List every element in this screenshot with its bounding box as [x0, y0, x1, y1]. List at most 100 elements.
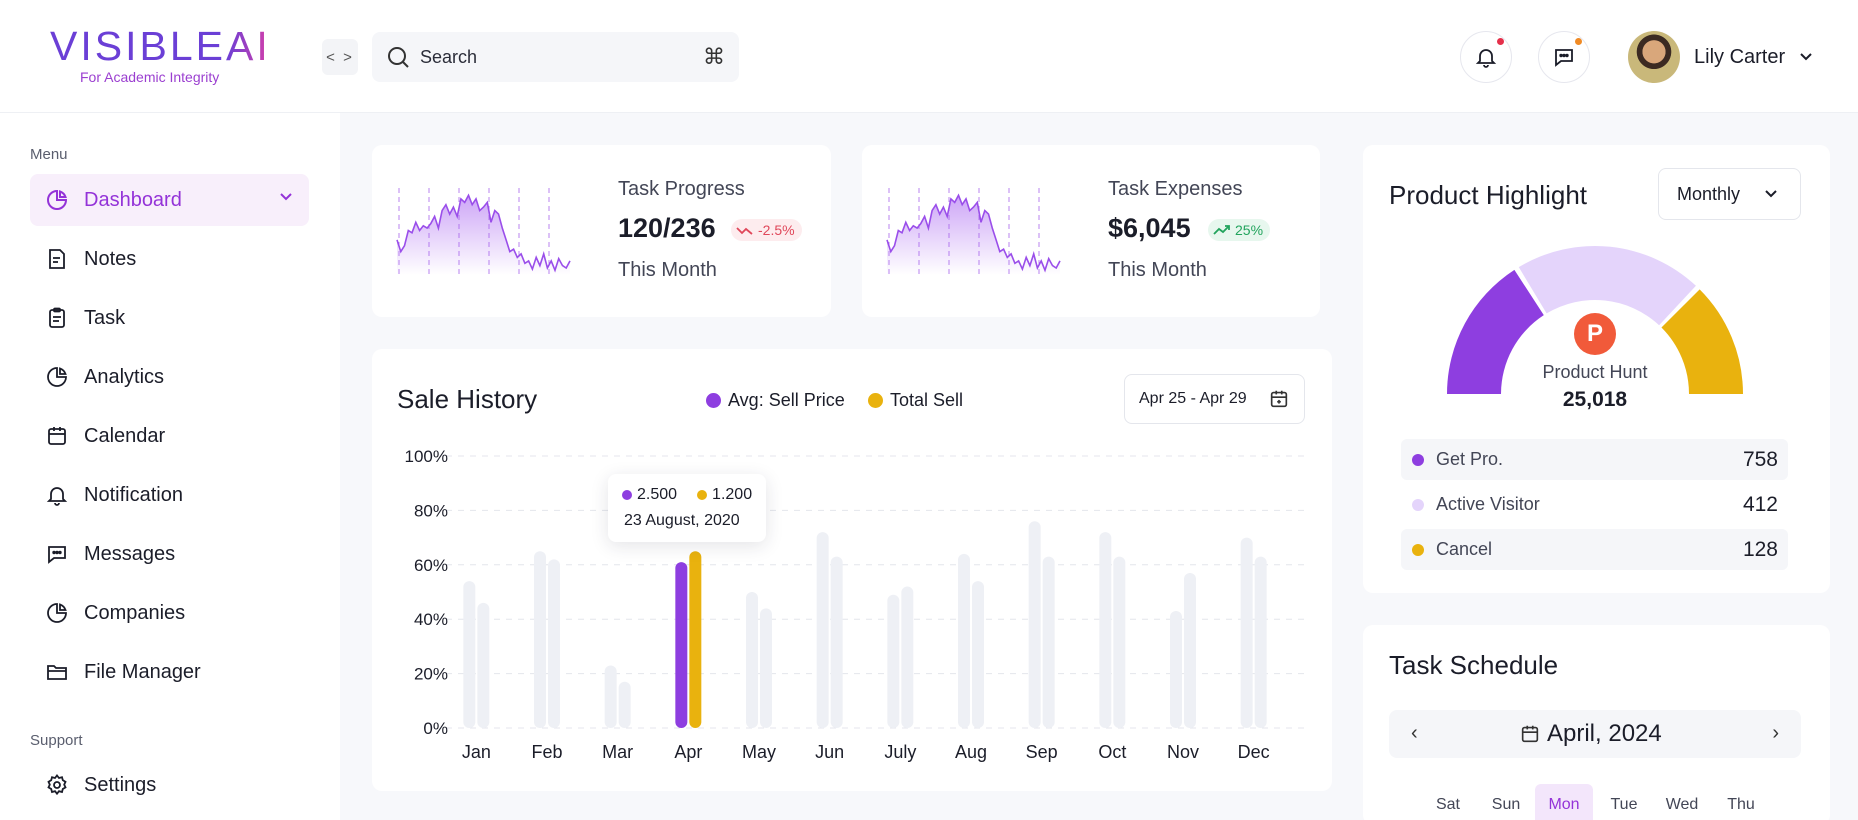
sidebar-item-settings[interactable]: Settings: [30, 759, 309, 811]
task-progress-sparkline: [396, 188, 571, 275]
bar-feb-total: [548, 559, 560, 728]
task-expenses-period: This Month: [1108, 259, 1207, 281]
calendar-icon: [1521, 725, 1539, 743]
task-progress-change-badge: -2.5%: [731, 219, 802, 241]
bar-oct-avg: [1099, 532, 1112, 728]
legend-label: Avg: Sell Price: [728, 390, 845, 410]
day-sun[interactable]: Sun: [1491, 796, 1521, 813]
day-thu[interactable]: Thu: [1727, 796, 1755, 813]
legend-label: Total Sell: [890, 390, 964, 410]
legend-total-sell[interactable]: Total Sell: [868, 390, 963, 411]
sidebar-item-label: Notification: [84, 483, 183, 506]
trend-down-icon: [736, 227, 753, 235]
chat-icon: [44, 541, 70, 567]
sidebar-item-file-manager[interactable]: File Manager: [30, 646, 309, 698]
sidebar-item-notification[interactable]: Notification: [30, 469, 309, 521]
calendar-month-nav: ‹ April, 2024 ›: [1389, 710, 1801, 758]
bar-oct-total: [1113, 556, 1126, 728]
period-select[interactable]: Monthly: [1658, 168, 1801, 220]
bar-nov-total: [1184, 572, 1196, 728]
chevron-down-icon: [280, 193, 292, 201]
gear-icon: [44, 772, 70, 798]
task-expenses-change: 25%: [1235, 222, 1264, 238]
task-progress-period: This Month: [618, 259, 717, 281]
x-tick-label: May: [742, 742, 776, 762]
task-expenses-change-badge: 25%: [1208, 219, 1271, 241]
next-month-button[interactable]: ›: [1772, 722, 1779, 744]
bar-jun-total: [830, 556, 843, 728]
day-wed[interactable]: Wed: [1665, 796, 1699, 813]
user-menu[interactable]: Lily Carter: [1628, 31, 1813, 83]
bar-apr-total: [689, 551, 702, 728]
sidebar: Menu Dashboard Notes Task Analytics Cale…: [0, 113, 340, 820]
y-tick-label: 40%: [414, 610, 448, 629]
highlight-value: 128: [1742, 537, 1778, 561]
tooltip-avg-dot: [622, 490, 632, 500]
brand-logo[interactable]: VISIBLEAI For Academic Integrity: [50, 24, 271, 85]
sidebar-item-notes[interactable]: Notes: [30, 233, 309, 285]
legend-avg-sell-price[interactable]: Avg: Sell Price: [706, 390, 845, 411]
bar-may-total: [760, 608, 772, 728]
logo-tagline: For Academic Integrity: [80, 69, 220, 85]
search-input[interactable]: [420, 32, 670, 82]
pie-chart-icon: [44, 187, 70, 213]
day-sat[interactable]: Sat: [1435, 796, 1460, 813]
sidebar-item-calendar[interactable]: Calendar: [30, 410, 309, 462]
top-header: VISIBLEAI For Academic Integrity < > ⌘ L…: [0, 0, 1858, 113]
avatar: [1628, 31, 1680, 83]
sidebar-item-task[interactable]: Task: [30, 292, 309, 344]
sidebar-item-label: Analytics: [84, 365, 165, 388]
sidebar-item-dashboard[interactable]: Dashboard: [30, 174, 309, 226]
highlight-row-get-pro: Get Pro. 758: [1401, 439, 1788, 480]
bar-sep-avg: [1028, 521, 1041, 728]
pie-chart-icon: [44, 364, 70, 390]
search-bar[interactable]: ⌘: [372, 32, 739, 82]
task-progress-change: -2.5%: [758, 222, 795, 238]
sidebar-toggle-button[interactable]: < >: [322, 39, 358, 75]
sidebar-item-label: Companies: [84, 601, 186, 624]
notifications-button[interactable]: [1460, 31, 1512, 83]
day-mon[interactable]: Mon: [1535, 784, 1593, 820]
calendar-month-text: April, 2024: [1547, 720, 1662, 747]
highlight-label: Active Visitor: [1436, 494, 1540, 514]
sidebar-item-analytics[interactable]: Analytics: [30, 351, 309, 403]
highlight-value: 758: [1742, 447, 1778, 471]
bar-mar-total: [618, 681, 631, 728]
highlight-value: 412: [1742, 492, 1778, 516]
x-tick-label: Dec: [1238, 742, 1270, 762]
pie-chart-icon: [44, 600, 70, 626]
folder-icon: [44, 659, 70, 685]
tooltip-avg-value: 2.500: [637, 486, 678, 503]
day-tue[interactable]: Tue: [1610, 796, 1638, 813]
legend-dot: [706, 393, 721, 408]
product-highlight-title: Product Highlight: [1389, 180, 1587, 210]
prev-month-button[interactable]: ‹: [1411, 722, 1418, 744]
tooltip-total-value: 1.200: [712, 486, 753, 503]
gauge-segment-cancel: [1661, 289, 1743, 394]
logo-suffix: AI: [225, 23, 271, 69]
notification-dot: [1497, 38, 1504, 45]
highlight-dot: [1412, 498, 1424, 511]
highlight-dot: [1412, 453, 1424, 466]
bell-icon: [44, 482, 70, 508]
task-expenses-sparkline: [886, 188, 1061, 275]
sidebar-item-companies[interactable]: Companies: [30, 587, 309, 639]
menu-section-label: Menu: [30, 146, 68, 163]
task-expenses-card: Task Expenses $6,045 25% This Month: [862, 145, 1320, 317]
sale-history-chart: 0% 20% 40% 60% 80% 100% Jan Feb Mar Apr May Jun July…: [405, 447, 1304, 762]
sidebar-item-messages[interactable]: Messages: [30, 528, 309, 580]
bar-aug-total: [972, 581, 984, 728]
x-tick-label: Feb: [531, 742, 562, 762]
sale-history-title: Sale History: [397, 384, 538, 414]
bar-mar-avg: [604, 665, 617, 728]
chevron-down-icon: [1765, 190, 1777, 198]
bar-nov-avg: [1170, 611, 1182, 728]
y-tick-label: 100%: [405, 447, 448, 466]
sparkline-line: [886, 193, 1061, 273]
bar-aug-avg: [958, 553, 970, 728]
user-name: Lily Carter: [1694, 45, 1786, 68]
y-tick-label: 20%: [414, 665, 448, 684]
date-range-picker[interactable]: Apr 25 - Apr 29: [1124, 374, 1305, 424]
messages-button[interactable]: [1538, 31, 1590, 83]
command-key-icon: ⌘: [703, 44, 725, 69]
